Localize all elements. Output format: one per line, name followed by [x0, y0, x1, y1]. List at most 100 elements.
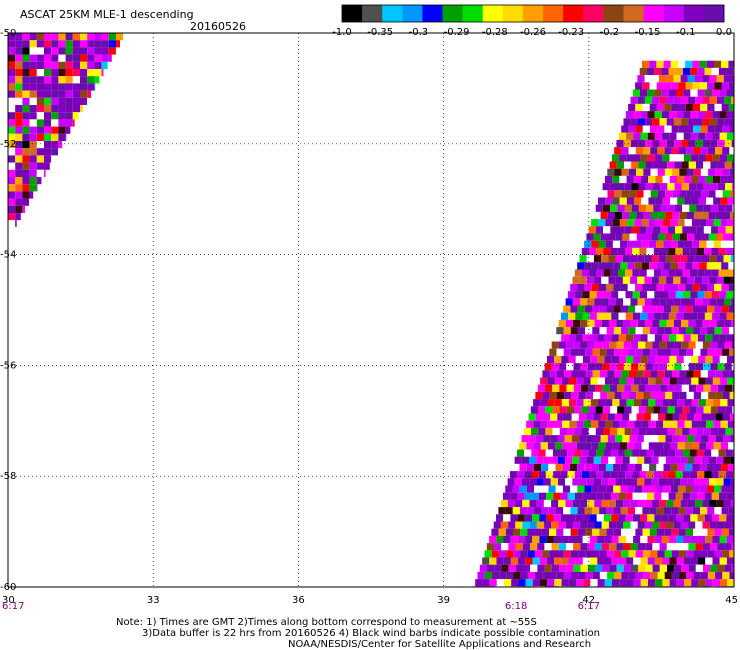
note-line-1: Note: 1) Times are GMT 2)Times along bot… [116, 617, 537, 628]
swath-cell [695, 319, 703, 328]
swath-cell [684, 420, 692, 428]
swath-cell [609, 384, 617, 392]
swath-cell [660, 226, 668, 234]
swath-cell [8, 162, 16, 170]
swath-cell [587, 319, 595, 328]
swath-cell [8, 155, 16, 163]
swath-cell [684, 377, 692, 385]
swath-cell [724, 161, 732, 169]
colorbar-swatch [422, 5, 443, 22]
swath-cell [727, 399, 734, 407]
swath-cell [29, 40, 37, 48]
swath-cell [623, 564, 631, 572]
swath-cell [630, 118, 638, 126]
swath-cell [539, 514, 547, 522]
swath-cell [496, 579, 504, 587]
swath-cell [692, 305, 700, 313]
swath-cell [730, 255, 734, 263]
swath-cell [669, 377, 677, 385]
swath-cell [691, 399, 699, 407]
swath-cell [698, 334, 706, 342]
swath-cell [709, 276, 717, 284]
swath-cell [623, 139, 631, 148]
swath-cell [693, 190, 702, 198]
swath-cell [676, 132, 684, 140]
swath-cell [646, 204, 654, 212]
swath-cell [673, 499, 681, 508]
swath-cell [22, 191, 30, 199]
swath-cell [58, 126, 66, 134]
swath-cell [22, 97, 30, 105]
swath-cell [588, 406, 596, 414]
swath-cell [676, 89, 684, 97]
swath-cell [642, 507, 650, 515]
swath-cell [8, 69, 16, 77]
swath-cell [637, 319, 645, 328]
swath-cell [623, 543, 631, 551]
swath-cell [656, 305, 664, 313]
swath-cell [683, 355, 691, 364]
swath-cell [617, 384, 625, 392]
swath-cell [728, 240, 734, 248]
swath-cell [719, 132, 727, 140]
swath-cell [546, 492, 554, 500]
swath-cell [554, 399, 562, 407]
swath-cell [635, 550, 643, 558]
swath-cell [638, 139, 646, 148]
swath-cell [640, 514, 648, 522]
swath-cell [676, 334, 684, 342]
swath-cell [683, 557, 691, 565]
swath-cell [608, 298, 616, 306]
swath-cell [683, 535, 691, 544]
swath-cell [8, 119, 16, 127]
swath-cell [543, 456, 551, 464]
swath-cell [680, 96, 689, 104]
swath-cell [582, 492, 590, 500]
swath-cell [688, 298, 696, 306]
swath-cell [716, 298, 724, 306]
swath-cell [680, 298, 688, 306]
swath-cell [654, 67, 662, 76]
swath-cell [94, 61, 102, 69]
swath-cell [723, 233, 731, 241]
swath-cell [721, 283, 729, 292]
swath-cell [713, 420, 721, 428]
swath-cell [707, 103, 715, 112]
swath-cell [724, 521, 732, 529]
swath-cell [597, 535, 605, 544]
swath-cell [698, 377, 706, 385]
swath-cell [586, 413, 594, 421]
swath-cell [599, 571, 608, 580]
swath-cell [703, 384, 711, 392]
swath-cell [706, 442, 714, 450]
swath-cell [29, 33, 37, 41]
swath-cell [570, 528, 578, 536]
swath-cell [572, 456, 580, 464]
swath-cell [51, 54, 59, 62]
swath-cell [672, 435, 680, 443]
swath-cell [620, 262, 628, 270]
swath-cell [513, 571, 521, 580]
swath-cell [637, 499, 645, 508]
swath-cell [719, 111, 727, 119]
swath-cell [612, 219, 620, 227]
swath-cell [575, 334, 583, 342]
swath-cell [629, 233, 637, 241]
swath-cell [29, 105, 37, 113]
swath-cell [653, 471, 662, 479]
swath-cell [625, 312, 633, 320]
swath-cell [651, 233, 659, 241]
swath-cell [583, 399, 591, 407]
swath-cell [706, 240, 714, 248]
swath-cell [707, 283, 715, 292]
swath-cell [688, 564, 696, 572]
swath-cell [674, 406, 682, 414]
swath-cell [657, 147, 665, 155]
swath-cell [552, 406, 560, 414]
swath-cell [612, 442, 620, 450]
swath-cell [604, 535, 612, 544]
swath-cell [662, 175, 670, 184]
swath-cell [519, 442, 527, 450]
swath-cell [509, 471, 518, 479]
swath-cell [660, 449, 669, 457]
